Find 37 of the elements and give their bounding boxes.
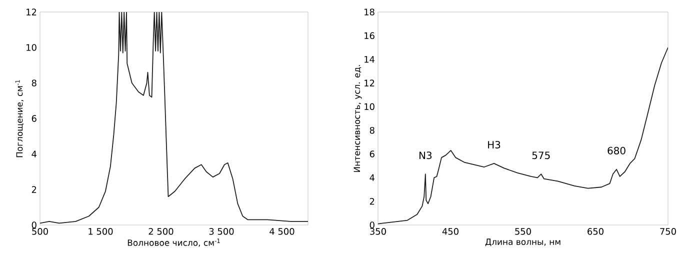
annotation: 575 xyxy=(532,152,550,160)
annotation: H3 xyxy=(488,140,500,148)
x-tick-label: 1 500 xyxy=(88,228,113,235)
y-tick-label: 10 xyxy=(26,44,36,51)
y-tick-label: 6 xyxy=(370,150,374,158)
x-axis-title: Волновое число, см$^{-1}$ xyxy=(128,238,220,247)
x-tick-label: 650 xyxy=(588,228,604,235)
x-tick-label: 750 xyxy=(660,228,676,235)
annotation: 680 xyxy=(608,146,626,154)
x-tick-label: 350 xyxy=(370,228,386,235)
y-tick-label: 4 xyxy=(32,150,36,158)
y-tick-label: 4 xyxy=(370,174,374,181)
y-tick-label: 8 xyxy=(32,80,36,86)
y-axis-title: Интенсивность, усл. ед. xyxy=(354,65,362,172)
y-tick-label: 8 xyxy=(370,126,374,134)
y-tick-label: 10 xyxy=(364,103,374,110)
y-tick-label: 12 xyxy=(364,80,374,86)
x-axis-title: Длина волны, нм xyxy=(485,238,560,246)
y-tick-label: 0 xyxy=(32,222,36,228)
y-axis-title: Поглощение, см$^{-1}$ xyxy=(15,80,24,158)
y-tick-label: 0 xyxy=(370,222,374,228)
y-tick-label: 6 xyxy=(32,115,36,122)
y-tick-label: 12 xyxy=(26,8,36,16)
x-tick-label: 2 500 xyxy=(148,228,174,235)
y-tick-label: 18 xyxy=(364,8,374,16)
x-tick-label: 4 500 xyxy=(270,228,294,235)
line-series xyxy=(378,47,668,224)
x-tick-label: 3 500 xyxy=(209,228,234,235)
x-tick-label: 450 xyxy=(442,228,458,235)
x-tick-label: 500 xyxy=(32,228,48,235)
annotation: N3 xyxy=(420,152,432,160)
y-tick-label: 2 xyxy=(32,186,36,193)
y-tick-label: 16 xyxy=(364,32,374,40)
x-tick-label: 550 xyxy=(515,228,531,235)
y-tick-label: 2 xyxy=(370,198,374,205)
line-series xyxy=(40,12,308,224)
y-tick-label: 14 xyxy=(364,56,374,63)
